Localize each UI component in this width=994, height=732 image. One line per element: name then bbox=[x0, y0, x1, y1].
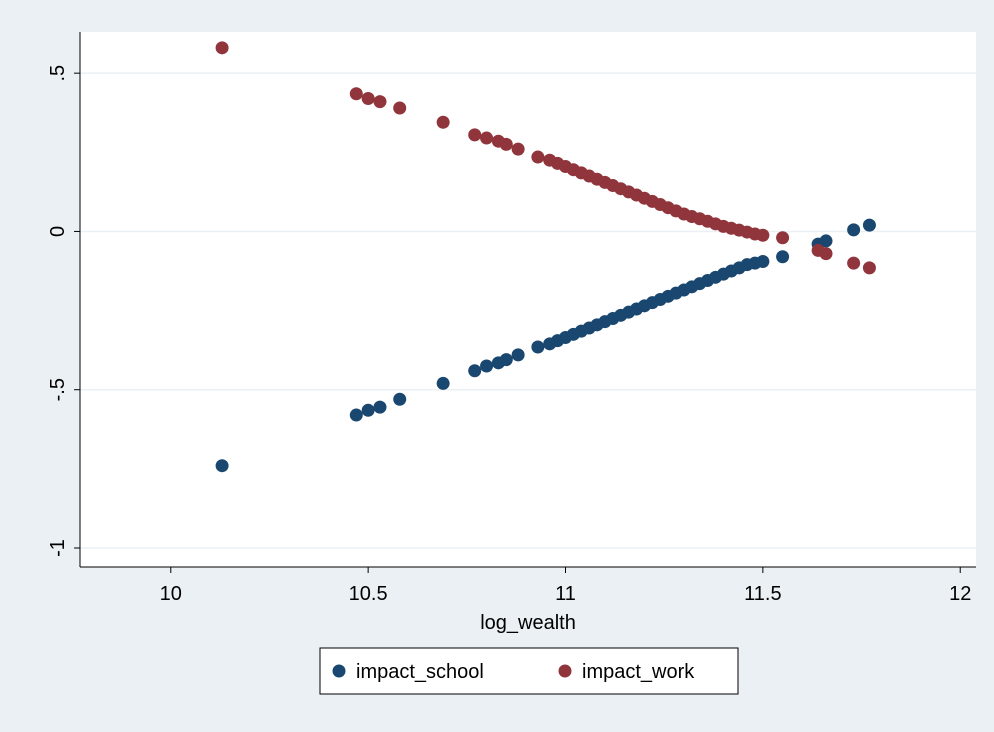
y-tick-label: -.5 bbox=[47, 378, 69, 401]
data-point-impact-work bbox=[349, 87, 363, 101]
data-point-impact-school bbox=[531, 340, 545, 354]
data-point-impact-school bbox=[819, 234, 833, 248]
legend-label-impact-work: impact_work bbox=[582, 661, 695, 683]
data-point-impact-school bbox=[393, 392, 407, 406]
data-point-impact-work bbox=[499, 137, 513, 151]
plot-region bbox=[80, 32, 976, 567]
y-tick-label: -1 bbox=[47, 539, 69, 557]
ticks-layer: -1 -.5 0 .5 10 10.5 11 11.5 12 bbox=[47, 65, 971, 605]
legend-label-impact-school: impact_school bbox=[356, 661, 484, 683]
y-tick-label: 0 bbox=[47, 226, 69, 237]
legend-marker-impact-work bbox=[558, 664, 572, 678]
data-point-impact-school bbox=[349, 408, 363, 422]
legend-marker-impact-school bbox=[332, 664, 346, 678]
data-point-impact-work bbox=[511, 142, 525, 156]
data-point-impact-school bbox=[361, 403, 375, 417]
data-point-impact-work bbox=[361, 91, 375, 105]
grid-layer bbox=[80, 72, 976, 549]
data-point-impact-school bbox=[436, 376, 450, 390]
x-axis-label: log_wealth bbox=[480, 612, 576, 634]
data-point-impact-school bbox=[847, 223, 861, 237]
data-point-impact-school bbox=[756, 255, 770, 269]
x-tick-label: 11.5 bbox=[744, 583, 781, 605]
data-point-impact-work bbox=[436, 115, 450, 129]
data-point-impact-school bbox=[215, 459, 229, 473]
x-tick-label: 12 bbox=[949, 583, 971, 605]
data-point-impact-school bbox=[468, 364, 482, 378]
x-tick-label: 10 bbox=[160, 583, 182, 605]
data-point-impact-work bbox=[215, 41, 229, 55]
data-point-impact-work bbox=[862, 261, 876, 275]
points-layer bbox=[215, 41, 876, 473]
data-point-impact-work bbox=[393, 101, 407, 115]
legend: impact_school impact_work bbox=[319, 647, 739, 695]
y-tick-label: .5 bbox=[47, 65, 69, 82]
x-tick-label: 10.5 bbox=[349, 583, 388, 605]
data-point-impact-work bbox=[373, 95, 387, 109]
data-point-impact-school bbox=[862, 218, 876, 232]
data-point-impact-work bbox=[531, 150, 545, 164]
data-point-impact-work bbox=[847, 256, 861, 270]
data-point-impact-work bbox=[776, 231, 790, 245]
legend-box bbox=[319, 647, 739, 695]
data-point-impact-school bbox=[776, 250, 790, 264]
data-point-impact-school bbox=[511, 348, 525, 362]
x-tick-label: 11 bbox=[555, 583, 576, 605]
data-point-impact-school bbox=[499, 353, 513, 367]
data-point-impact-school bbox=[480, 359, 494, 373]
data-point-impact-work bbox=[480, 131, 494, 145]
data-point-impact-work bbox=[819, 247, 833, 261]
data-point-impact-work bbox=[756, 228, 770, 242]
data-point-impact-work bbox=[468, 128, 482, 142]
data-point-impact-school bbox=[373, 400, 387, 414]
